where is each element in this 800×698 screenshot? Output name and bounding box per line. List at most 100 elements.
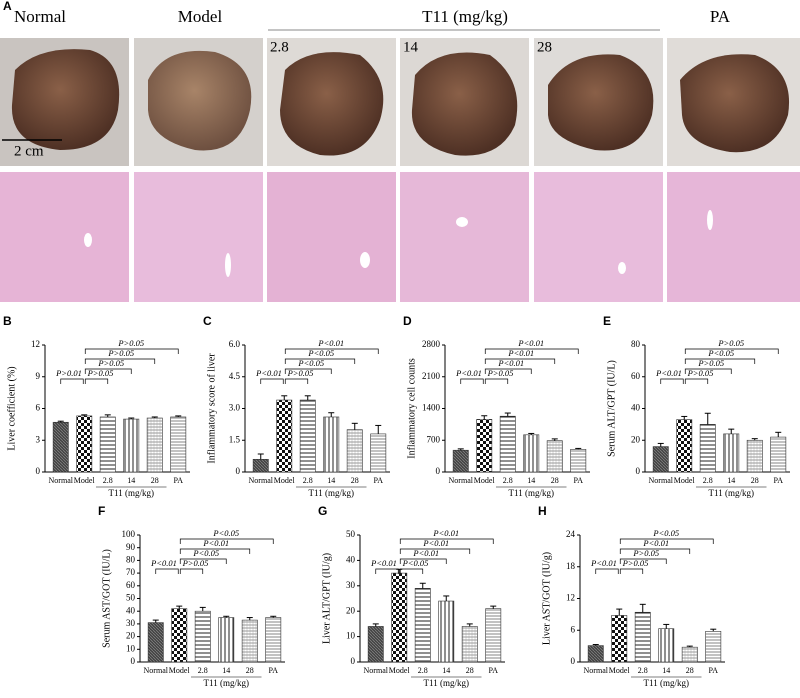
x-tick-label: PA [174,476,184,485]
bar [676,419,693,473]
x-tick-label: Model [674,476,696,485]
y-tick-label: 30 [346,580,356,590]
x-tick-label: 28 [151,476,159,485]
bar [323,416,340,473]
comparison-bracket [84,378,109,384]
y-tick-label: 24 [566,529,576,539]
comparison-label: P<0.01 [655,368,682,378]
x-tick-label: 28 [351,476,359,485]
y-tick-label: 50 [346,529,356,539]
bar [587,645,604,663]
y-tick-label: 20 [631,434,641,444]
bar [414,588,431,663]
comparison-bracket [619,568,644,574]
bar [699,424,716,473]
x-tick-label: Model [389,666,411,675]
x-tick-label: Normal [584,666,609,675]
comparison-bracket [684,348,779,354]
x-tick-label: 2.8 [503,476,513,485]
comparison-bracket [484,358,556,364]
y-tick-label: 9 [36,371,41,381]
y-tick-label: 20 [346,605,356,615]
y-axis-label: Liver coefficient (%) [6,366,17,450]
histology [0,172,800,302]
photos [0,38,800,166]
x-tick-label: PA [489,666,499,675]
scale-label: 2 cm [14,143,44,159]
y-tick-label: 1400 [422,403,441,413]
comparison-label: P>0.05 [117,338,144,348]
y-axis-label: Serum AST/GOT (IU/L) [101,549,112,648]
bar [170,416,187,473]
x-tick-label: Normal [449,476,474,485]
y-tick-label: 10 [346,631,356,641]
comparison-bracket [84,368,132,374]
x-group-label: T11 (mg/kg) [204,678,249,688]
x-tick-label: Normal [49,476,74,485]
comparison-bracket [84,348,179,354]
bar [76,415,93,473]
x-group-label: T11 (mg/kg) [644,678,689,688]
bar [611,615,628,663]
bar [252,458,269,473]
bar [461,626,478,663]
comparison-label: P<0.01 [507,348,534,358]
comparison-label: P<0.01 [432,528,459,538]
comparison-label: P<0.01 [150,558,177,568]
comparison-label: P<0.05 [307,348,334,358]
y-tick-label: 80 [631,339,641,349]
y-axis-label: Inflammatory cell counts [406,358,417,459]
comparison-label: P>0.05 [107,348,134,358]
y-tick-label: 4.5 [229,371,241,381]
x-tick-label: 2.8 [198,666,208,675]
y-tick-label: 2800 [422,339,441,349]
y-tick-label: 0 [131,656,136,666]
bar [546,440,563,473]
bar [634,611,651,663]
x-tick-label: 14 [442,666,450,675]
x-tick-label: 14 [222,666,230,675]
comparison-label: P<0.01 [370,558,397,568]
comparison-label: P<0.05 [192,548,219,558]
x-tick-label: Model [609,666,631,675]
bar [299,399,316,473]
x-tick-label: 14 [327,476,335,485]
comparison-bracket [619,558,667,564]
comparison-label: P>0.05 [622,558,649,568]
bar [705,631,722,663]
y-tick-label: 12 [31,339,40,349]
panel-a: A Normal Model T11 (mg/kg) PA 2.8 14 28 … [0,0,800,302]
x-group-label: T11 (mg/kg) [709,488,754,498]
bar [346,429,363,473]
comparison-label: P<0.01 [202,538,229,548]
comparison-bracket [284,378,309,384]
group-label: PA [710,7,731,26]
comparison-bracket [484,348,579,354]
y-tick-label: 6.0 [229,339,241,349]
x-tick-label: Model [169,666,191,675]
y-tick-label: 3 [36,434,41,444]
x-group-label: T11 (mg/kg) [309,488,354,498]
panel-label: D [403,314,412,328]
x-tick-label: 2.8 [418,666,428,675]
y-tick-label: 50 [126,593,136,603]
comparison-bracket [260,378,284,384]
comparison-bracket [284,358,356,364]
comparison-label: P>0.05 [182,558,209,568]
bar [438,600,455,663]
comparison-label: P>0.05 [87,368,114,378]
x-tick-label: Normal [649,476,674,485]
comparison-bracket [619,538,714,544]
bar [241,619,258,663]
comparison-bracket [619,548,691,554]
panel-label: E [603,314,611,328]
y-tick-label: 700 [427,434,441,444]
comparison-bracket [460,378,484,384]
y-tick-label: 0 [636,466,641,476]
group-label: T11 (mg/kg) [422,7,508,26]
comparison-label: P<0.05 [402,558,429,568]
y-tick-label: 20 [126,631,136,641]
comparison-bracket [284,348,379,354]
